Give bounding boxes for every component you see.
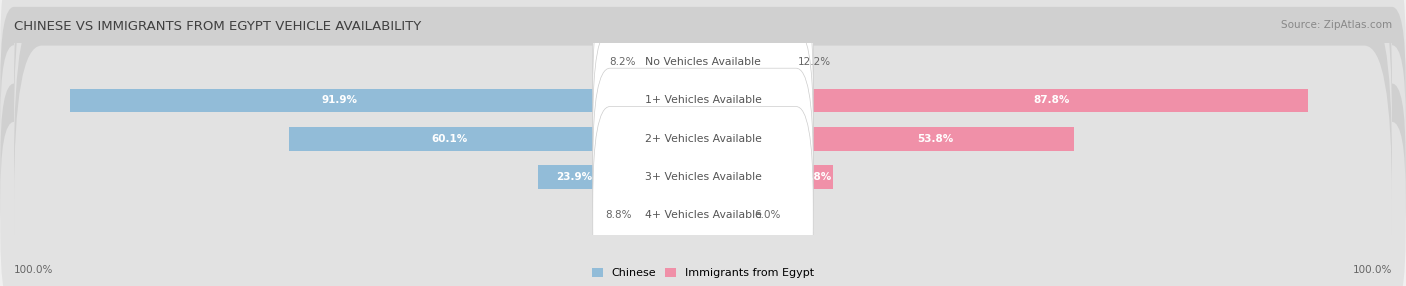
Bar	[538, 165, 610, 189]
Text: 87.8%: 87.8%	[1033, 96, 1070, 105]
Bar	[290, 127, 610, 151]
FancyBboxPatch shape	[593, 0, 813, 209]
Text: 91.9%: 91.9%	[322, 96, 359, 105]
FancyBboxPatch shape	[593, 0, 813, 171]
Text: 4+ Vehicles Available: 4+ Vehicles Available	[644, 210, 762, 220]
Text: 3+ Vehicles Available: 3+ Vehicles Available	[644, 172, 762, 182]
Text: CHINESE VS IMMIGRANTS FROM EGYPT VEHICLE AVAILABILITY: CHINESE VS IMMIGRANTS FROM EGYPT VEHICLE…	[14, 20, 422, 33]
Bar	[70, 88, 610, 112]
FancyBboxPatch shape	[14, 0, 1392, 286]
Text: 53.8%: 53.8%	[917, 134, 953, 144]
FancyBboxPatch shape	[0, 45, 1406, 232]
Text: 60.1%: 60.1%	[432, 134, 468, 144]
Text: Source: ZipAtlas.com: Source: ZipAtlas.com	[1281, 20, 1392, 30]
FancyBboxPatch shape	[0, 84, 1406, 271]
Text: No Vehicles Available: No Vehicles Available	[645, 57, 761, 67]
FancyBboxPatch shape	[14, 45, 1392, 286]
Text: 2+ Vehicles Available: 2+ Vehicles Available	[644, 134, 762, 144]
FancyBboxPatch shape	[14, 0, 1392, 232]
Bar	[796, 127, 1074, 151]
Text: 8.8%: 8.8%	[606, 210, 633, 220]
Bar	[796, 88, 1308, 112]
FancyBboxPatch shape	[593, 106, 813, 286]
FancyBboxPatch shape	[14, 0, 1392, 270]
Bar	[796, 165, 832, 189]
Text: 12.2%: 12.2%	[797, 57, 831, 67]
Text: 8.2%: 8.2%	[610, 57, 636, 67]
FancyBboxPatch shape	[593, 68, 813, 286]
Text: 23.9%: 23.9%	[557, 172, 592, 182]
FancyBboxPatch shape	[0, 122, 1406, 286]
Text: 1+ Vehicles Available: 1+ Vehicles Available	[644, 96, 762, 105]
Legend: Chinese, Immigrants from Egypt: Chinese, Immigrants from Egypt	[588, 263, 818, 283]
Text: 6.0%: 6.0%	[755, 210, 782, 220]
Text: 100.0%: 100.0%	[1353, 265, 1392, 275]
Text: 100.0%: 100.0%	[14, 265, 53, 275]
FancyBboxPatch shape	[0, 0, 1406, 156]
FancyBboxPatch shape	[14, 7, 1392, 286]
FancyBboxPatch shape	[593, 30, 813, 248]
Text: 18.8%: 18.8%	[796, 172, 832, 182]
FancyBboxPatch shape	[0, 7, 1406, 194]
